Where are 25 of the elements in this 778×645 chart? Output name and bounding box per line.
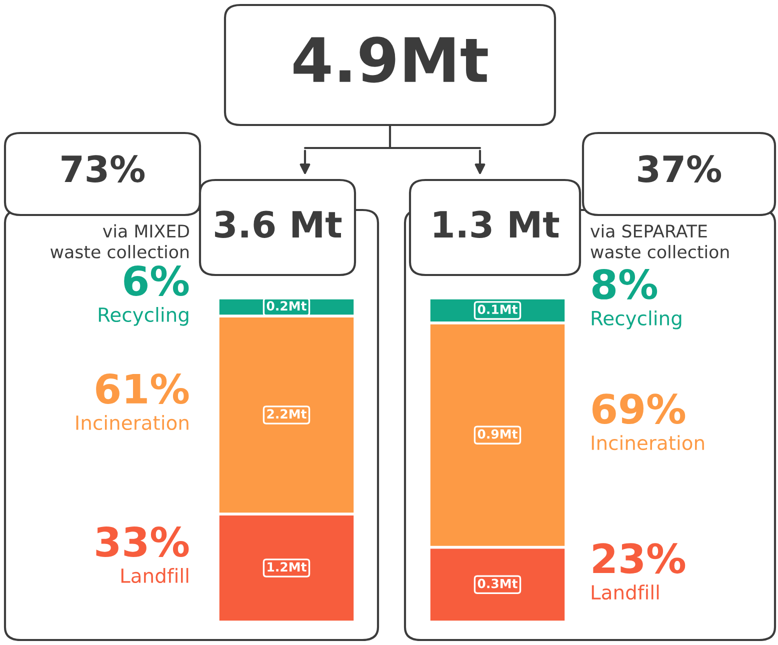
series-label: Incineration [76, 415, 188, 430]
data-label: 2.2Mt [267, 409, 306, 418]
text: 8% [592, 268, 658, 300]
series-label: Recycling [592, 310, 682, 330]
text: 23% [593, 543, 686, 574]
series-label: Recycling [98, 307, 188, 326]
series-label: Incineration [592, 435, 704, 450]
text: 73% [62, 155, 145, 182]
text: 37% [638, 155, 722, 182]
data-label: 1.2Mt [268, 562, 306, 572]
chart-title: 1.3 Mt [434, 210, 560, 238]
data-label: 0.9Mt [478, 429, 518, 439]
series-label: Landfill [121, 568, 188, 584]
text: via SEPARATE waste collection [590, 224, 729, 258]
text: 61% [96, 374, 189, 404]
chart-title: 3.6 Mt [215, 210, 342, 238]
text: via MIXED waste collection [50, 224, 189, 258]
text: 4.9Mt [294, 36, 488, 83]
series-label: Landfill [592, 584, 659, 600]
text: 69% [592, 394, 686, 424]
data-label: 0.1Mt [478, 304, 518, 314]
data-label: 0.2Mt [266, 301, 306, 311]
text: 33% [96, 526, 189, 557]
text: 6% [124, 266, 189, 296]
data-label: 0.3Mt [478, 578, 518, 588]
